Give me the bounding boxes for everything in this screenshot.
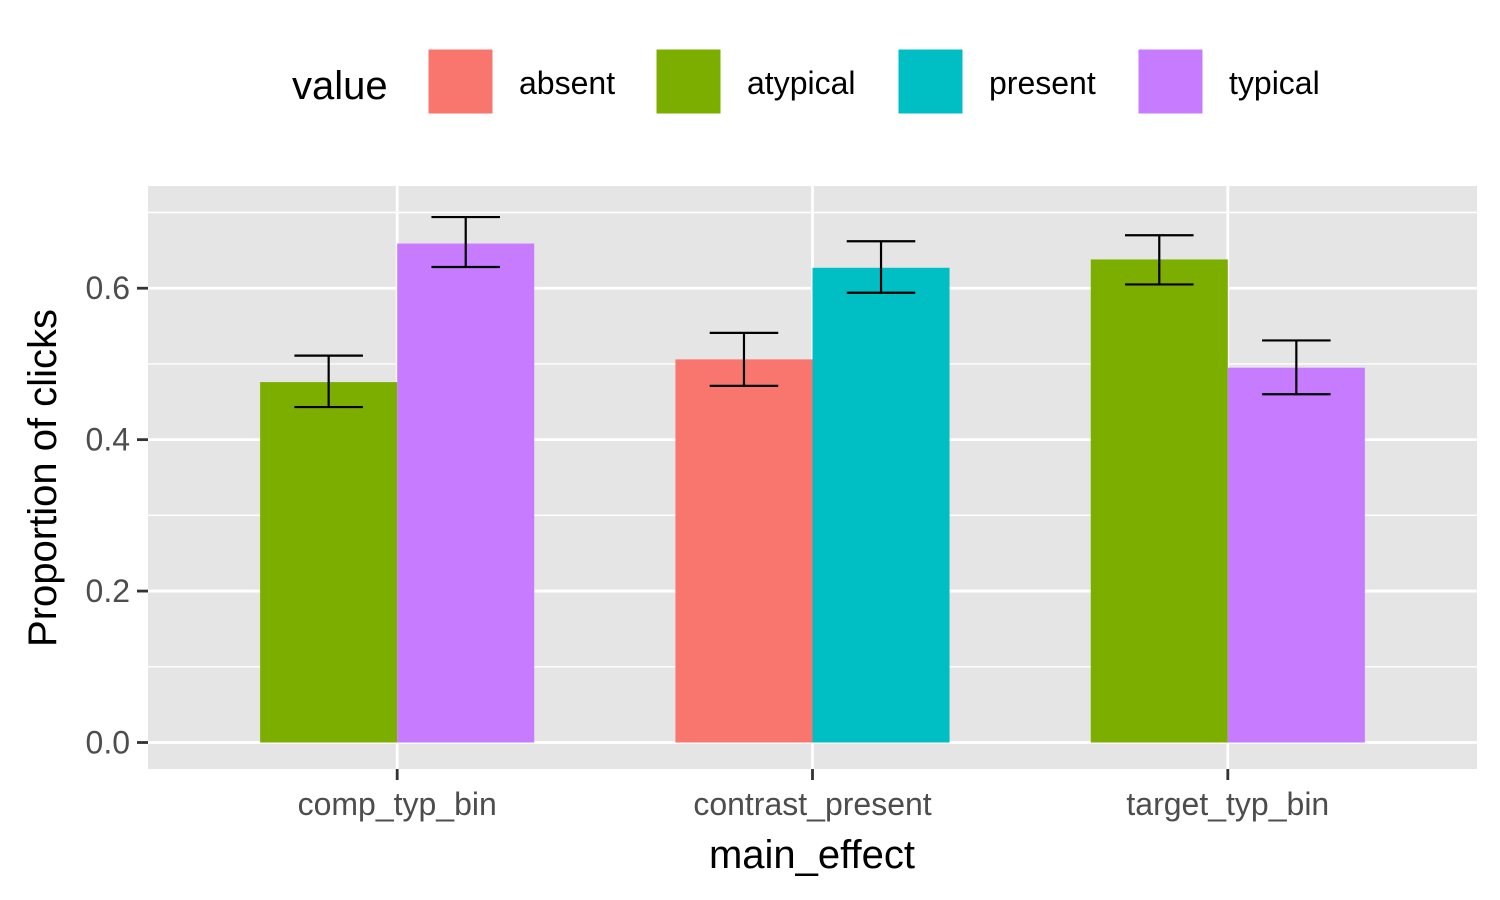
y-axis-title: Proportion of clicks [21, 309, 65, 647]
legend-item-typical: typical [1135, 46, 1320, 117]
y-tick-label: 0.4 [86, 422, 130, 458]
error-bar-target_typ_bin-typical [1262, 339, 1331, 396]
legend-key [653, 46, 724, 117]
legend-label: typical [1229, 65, 1320, 101]
legend-key [895, 46, 966, 117]
bar-comp_typ_bin-atypical [260, 382, 398, 743]
legend-item-atypical: atypical [653, 46, 856, 117]
x-tick-label: contrast_present [693, 786, 931, 822]
bar-comp_typ_bin-typical [397, 243, 535, 743]
bar-contrast_present-absent [675, 359, 813, 743]
legend-item-present: present [895, 46, 1096, 117]
error-bar-contrast_present-absent [709, 331, 779, 387]
legend-label: absent [519, 65, 615, 101]
bar-target_typ_bin-atypical [1090, 259, 1228, 743]
bar-contrast_present-present [812, 267, 950, 743]
y-tick-label: 0.6 [86, 270, 130, 306]
x-axis-title: main_effect [709, 833, 915, 877]
legend-key [425, 46, 496, 117]
y-tick-label: 0.2 [86, 573, 130, 609]
error-bar-comp_typ_bin-typical [431, 215, 500, 269]
x-tick-label: comp_typ_bin [298, 786, 497, 822]
legend-label: present [989, 65, 1096, 101]
legend-label: atypical [747, 65, 856, 101]
legend: value absent atypical present typical [292, 46, 1320, 117]
error-bar-contrast_present-present [846, 240, 916, 294]
legend-key [1135, 46, 1206, 117]
legend-item-absent: absent [425, 46, 615, 117]
error-bar-comp_typ_bin-atypical [294, 354, 363, 409]
legend-title: value [292, 64, 388, 108]
y-tick-label: 0.0 [86, 725, 130, 761]
x-tick-label: target_typ_bin [1126, 786, 1329, 822]
error-bar-target_typ_bin-atypical [1125, 234, 1194, 286]
bar-target_typ_bin-typical [1227, 367, 1365, 743]
